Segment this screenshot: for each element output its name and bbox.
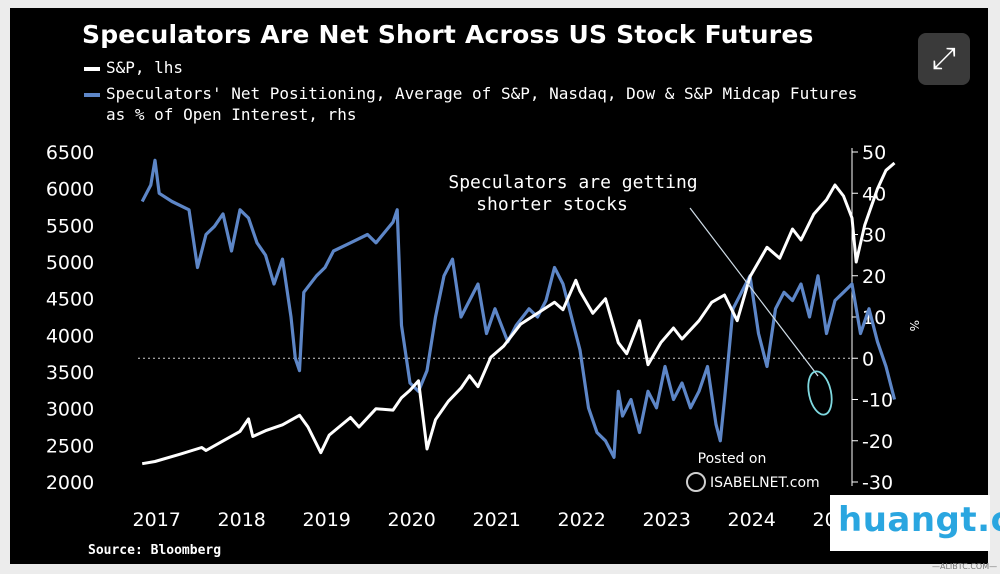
y-right-tick-label: -30 xyxy=(862,472,893,494)
y-left-tick-label: 2000 xyxy=(46,472,94,494)
x-tick-label: 2023 xyxy=(643,509,691,531)
chart-svg: 6500 6000 5500 5000 4500 4000 3500 3000 2500 2000… xyxy=(46,142,921,531)
annotation-arrow xyxy=(689,207,819,377)
expand-icon[interactable]: ⤢ xyxy=(918,33,970,85)
y-left-tick-label: 5500 xyxy=(46,215,94,237)
x-tick-label: 2024 xyxy=(728,509,776,531)
source-label: Source: Bloomberg xyxy=(88,543,222,558)
y-left-tick-label: 2500 xyxy=(46,435,94,457)
y-left-tick-label: 4500 xyxy=(46,289,94,311)
y-right-tick-label: 20 xyxy=(862,266,886,288)
watermark-sub: —ALIBTC.COM— xyxy=(932,562,998,571)
sp-series-line xyxy=(141,161,896,466)
x-tick-label: 2020 xyxy=(388,509,436,531)
legend-sp-label: S&P, lhs xyxy=(106,58,184,77)
isabelnet-logo-icon xyxy=(686,472,706,492)
x-tick-label: 2022 xyxy=(558,509,606,531)
x-tick-label: 2021 xyxy=(473,509,521,531)
chart-title: Speculators Are Net Short Across US Stoc… xyxy=(82,20,814,49)
y-left-tick-label: 3500 xyxy=(46,362,94,384)
annotation-line-2: shorter stocks xyxy=(476,194,628,215)
y-right-tick-label: 0 xyxy=(862,348,874,370)
y-left-tick-label: 4000 xyxy=(46,325,94,347)
right-axis-unit: % xyxy=(907,320,921,331)
legend-positioning-label-2: as % of Open Interest, rhs xyxy=(106,105,357,124)
x-tick-label: 2017 xyxy=(133,509,181,531)
isabelnet-label: ISABELNET.com xyxy=(710,475,820,491)
chart-frame: Speculators Are Net Short Across US Stoc… xyxy=(10,8,988,564)
y-right-tick-label: -20 xyxy=(862,431,893,453)
y-left-tick-label: 6000 xyxy=(46,179,94,201)
x-tick-label: 2018 xyxy=(218,509,266,531)
y-right-tick-label: -10 xyxy=(862,390,893,412)
y-right-tick-label: 30 xyxy=(862,225,886,247)
posted-on-label: Posted on xyxy=(698,451,767,467)
y-right-tick-label: 50 xyxy=(862,142,886,164)
annotation-circle xyxy=(807,370,833,416)
watermark-logo: huangt.cn xyxy=(838,500,1000,540)
watermark-box xyxy=(830,495,990,551)
y-left-tick-label: 6500 xyxy=(46,142,94,164)
legend-positioning-label-1: Speculators' Net Positioning, Average of… xyxy=(106,84,858,103)
x-tick-label: 2019 xyxy=(303,509,351,531)
legend-sp: S&P, lhs xyxy=(84,57,183,78)
y-left-tick-label: 3000 xyxy=(46,399,94,421)
legend-swatch-positioning xyxy=(84,92,100,97)
annotation-line-1: Speculators are getting xyxy=(448,172,697,193)
positioning-series-line xyxy=(140,158,897,459)
legend-positioning: Speculators' Net Positioning, Average of… xyxy=(84,83,857,125)
y-left-tick-label: 5000 xyxy=(46,252,94,274)
legend-swatch-sp xyxy=(84,66,100,71)
